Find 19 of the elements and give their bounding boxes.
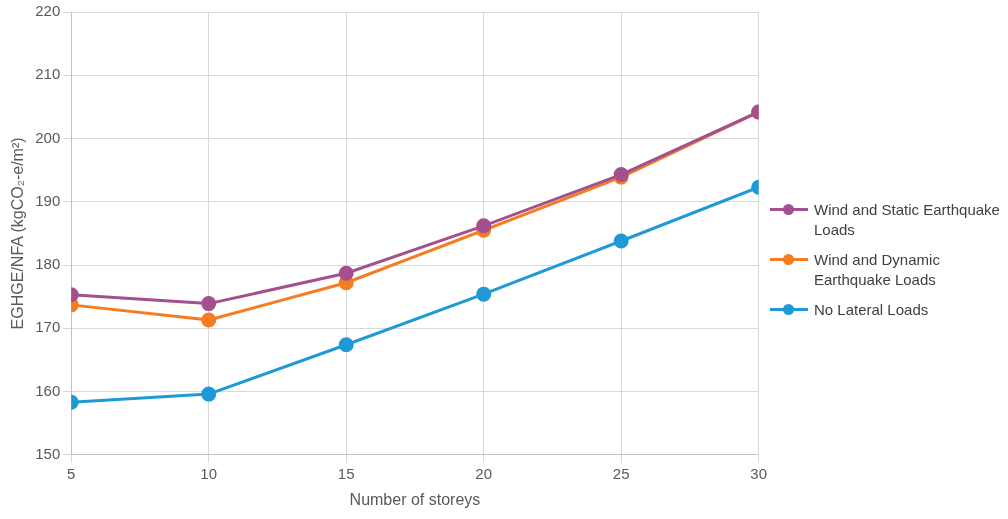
x-tick-label: 25 <box>612 464 630 482</box>
y-tick-label: 220 <box>35 2 61 20</box>
legend-label: Wind and Dynamic Earthquake Loads <box>814 249 941 290</box>
x-tick-label: 30 <box>750 464 767 482</box>
y-tick-label: 200 <box>35 128 61 146</box>
x-tick-label: 20 <box>475 464 493 482</box>
y-tick-label: 170 <box>35 318 61 336</box>
x-tick-label: 10 <box>200 464 218 482</box>
y-axis-title: EGHGE/NFA (kgCO₂-e/m²) <box>9 137 27 330</box>
x-axis-title: Number of storeys <box>349 490 481 508</box>
y-tick-label: 160 <box>35 381 61 399</box>
legend-label: No Lateral Loads <box>814 299 929 320</box>
x-tick-label: 5 <box>67 464 76 482</box>
y-tick-label: 150 <box>35 444 61 462</box>
x-tick-label: 15 <box>337 464 355 482</box>
y-tick-label: 180 <box>35 255 61 273</box>
y-tick-label: 190 <box>35 191 61 209</box>
y-tick-label: 210 <box>35 65 61 83</box>
legend-label: Wind and Static Earthquake Loads <box>814 199 1000 240</box>
